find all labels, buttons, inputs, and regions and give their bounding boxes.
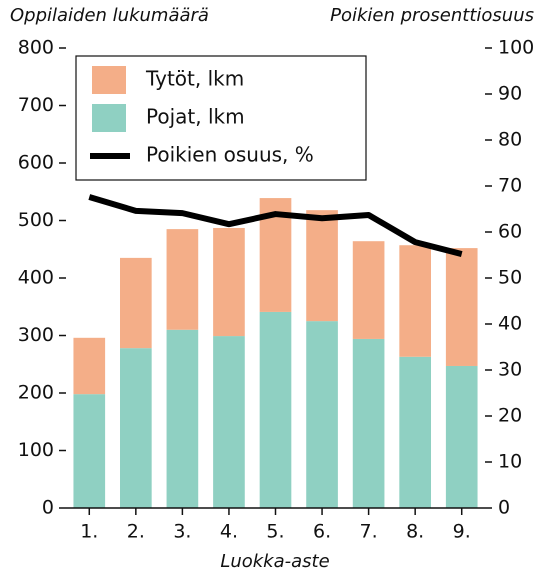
x-tick-label: 5. <box>266 521 284 543</box>
y-tick-label: 600 <box>18 152 54 174</box>
bar <box>213 336 245 508</box>
bar <box>445 365 478 508</box>
y2-axis-title: Poikien prosenttiosuus <box>330 5 534 26</box>
x-tick-label: 4. <box>220 521 238 543</box>
y-tick-label: 700 <box>18 94 54 116</box>
bar <box>166 229 199 330</box>
y2-tick-label: 20 <box>498 405 522 427</box>
bar <box>73 337 106 395</box>
bar <box>213 227 245 337</box>
y-tick-label: 0 <box>42 497 54 519</box>
bar <box>306 210 338 322</box>
x-tick-label: 2. <box>127 521 145 543</box>
y-tick-label: 500 <box>18 209 54 231</box>
y2-tick-label: 10 <box>498 451 522 473</box>
x-tick-label: 6. <box>313 521 331 543</box>
x-tick-label: 9. <box>453 521 471 543</box>
legend-swatch <box>92 104 126 132</box>
bar <box>166 329 199 508</box>
y2-tick-label: 50 <box>498 267 522 289</box>
y2-tick-label: 0 <box>498 497 510 519</box>
bar <box>352 241 385 339</box>
bar <box>352 338 385 508</box>
bar <box>120 257 152 349</box>
y2-tick-label: 40 <box>498 313 522 335</box>
y-tick-label: 200 <box>18 382 54 404</box>
y-tick-label: 800 <box>18 37 54 59</box>
y2-tick-label: 100 <box>498 37 534 59</box>
y2-tick-label: 30 <box>498 359 522 381</box>
x-tick-label: 7. <box>360 521 378 543</box>
y-tick-label: 400 <box>18 267 54 289</box>
legend-label: Poikien osuus, % <box>146 143 314 167</box>
legend-swatch <box>92 66 126 94</box>
line <box>88 194 463 257</box>
x-axis-title: Luokka-aste <box>220 551 329 572</box>
y-tick-label: 100 <box>18 439 54 461</box>
y2-tick-label: 60 <box>498 221 522 243</box>
legend-label: Pojat, lkm <box>146 105 245 129</box>
bar <box>120 348 152 508</box>
y2-tick-label: 70 <box>498 175 522 197</box>
x-tick-label: 3. <box>173 521 191 543</box>
bar <box>259 311 292 508</box>
y2-tick-label: 90 <box>498 83 522 105</box>
x-tick-label: 1. <box>80 521 98 543</box>
legend-label: Tytöt, lkm <box>145 67 244 91</box>
bar <box>445 248 478 366</box>
x-tick-label: 8. <box>406 521 424 543</box>
y-axis-title: Oppilaiden lukumäärä <box>10 5 209 26</box>
y2-tick-label: 80 <box>498 129 522 151</box>
y-tick-label: 300 <box>18 324 54 346</box>
bar <box>306 321 338 508</box>
bar <box>399 356 431 508</box>
bar <box>399 245 431 357</box>
bar <box>73 394 106 508</box>
